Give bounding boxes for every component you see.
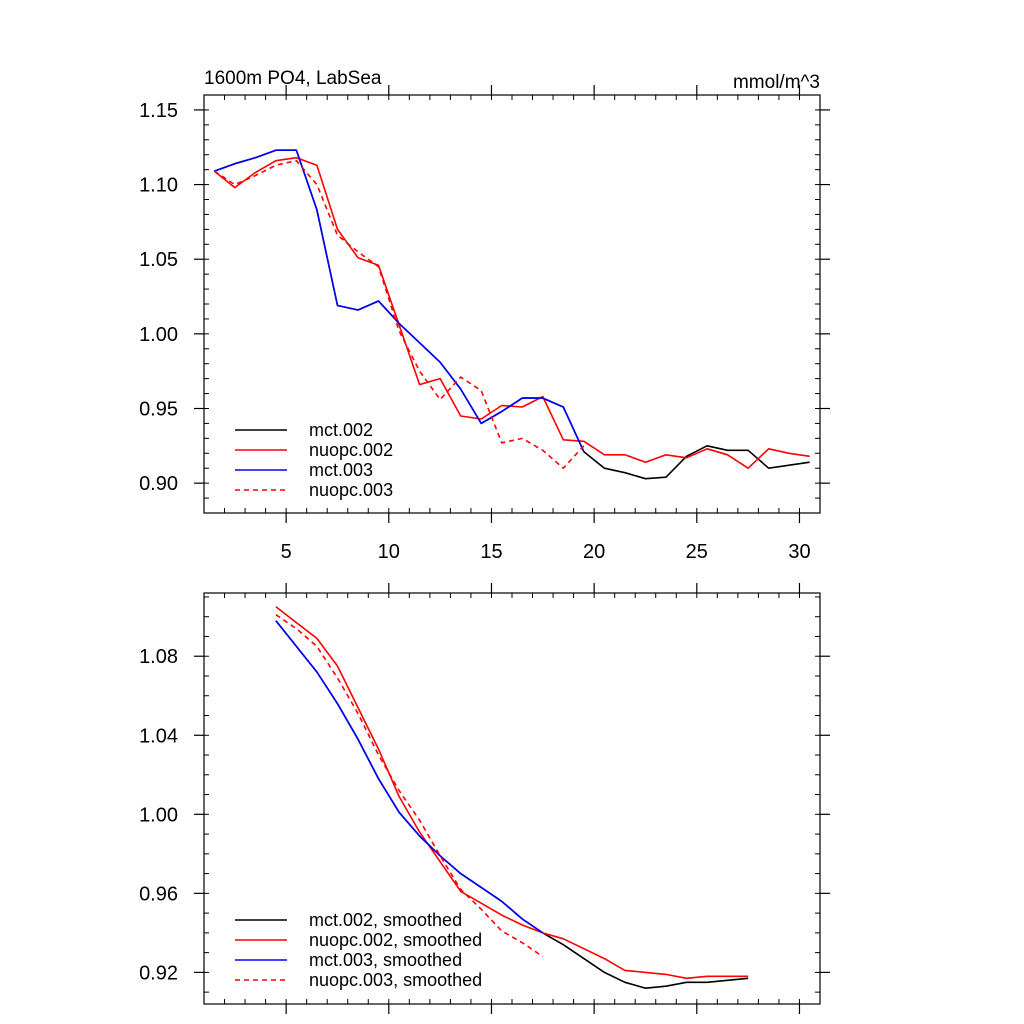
- y-tick-label: 1.00: [139, 804, 178, 826]
- series-line-mct-002: [214, 149, 810, 480]
- smoothed-series-lines: [275, 606, 749, 990]
- legend-label-nuopc-003: nuopc.003: [309, 480, 393, 500]
- smoothed-tick-labels: 0.92 0.96 1.00 1.04 1.08: [139, 646, 178, 984]
- series-line-nuopc-003: [213, 159, 585, 470]
- figure-title: 1600m PO4, LabSea: [204, 68, 382, 89]
- series-line-mct-003-smoothed: [275, 620, 544, 934]
- x-tick-label: 5: [281, 541, 292, 563]
- series-line-nuopc-002: [213, 156, 810, 470]
- raw-series-lines: [213, 149, 810, 480]
- smoothed-plot-frame: [203, 592, 821, 1005]
- x-tick-label: 20: [583, 541, 605, 563]
- raw-tick-labels: 5 10 15 20 25 30 0.90 0.95 1.00 1.05 1.10 1.15: [139, 100, 811, 563]
- smoothed-panel: 0.920.961.001.041.08 mct.002, smoothednu…: [139, 583, 830, 1014]
- y-tick-label: 1.08: [139, 646, 178, 668]
- smoothed-axis-ticks: [194, 583, 830, 1014]
- y-tick-label: 1.05: [139, 249, 178, 271]
- series-line-nuopc-003-smoothed: [275, 614, 544, 958]
- legend-label-nuopc-003-smoothed: nuopc.003, smoothed: [309, 970, 482, 990]
- y-tick-label: 1.04: [139, 725, 178, 747]
- series-line-mct-003: [214, 149, 585, 453]
- y-tick-label: 0.96: [139, 883, 178, 905]
- x-tick-label: 10: [378, 541, 400, 563]
- series-line-nuopc-002-smoothed: [275, 606, 749, 980]
- raw-plot-frame: [203, 94, 821, 514]
- y-tick-label: 1.10: [139, 175, 178, 197]
- legend-label-mct-002-smoothed: mct.002, smoothed: [309, 910, 462, 930]
- legend-label-mct-003: mct.003: [309, 460, 373, 480]
- y-tick-label: 1.15: [139, 100, 178, 122]
- y-tick-label: 1.00: [139, 324, 178, 346]
- x-tick-label: 15: [480, 541, 502, 563]
- units-label: mmol/m^3: [733, 72, 820, 93]
- legend-label-nuopc-002: nuopc.002: [309, 440, 393, 460]
- x-tick-label: 25: [686, 541, 708, 563]
- x-tick-label: 30: [788, 541, 810, 563]
- y-tick-label: 0.92: [139, 962, 178, 984]
- legend-label-mct-002: mct.002: [309, 420, 373, 440]
- legend-label-mct-003-smoothed: mct.003, smoothed: [309, 950, 462, 970]
- legend-label-nuopc-002-smoothed: nuopc.002, smoothed: [309, 930, 482, 950]
- y-tick-label: 0.90: [139, 473, 178, 495]
- raw-panel: 5 10 15 20 25 30 0.90 0.95 1.00 1.05 1.10 1.15 mct.…: [139, 85, 830, 563]
- y-tick-label: 0.95: [139, 399, 178, 421]
